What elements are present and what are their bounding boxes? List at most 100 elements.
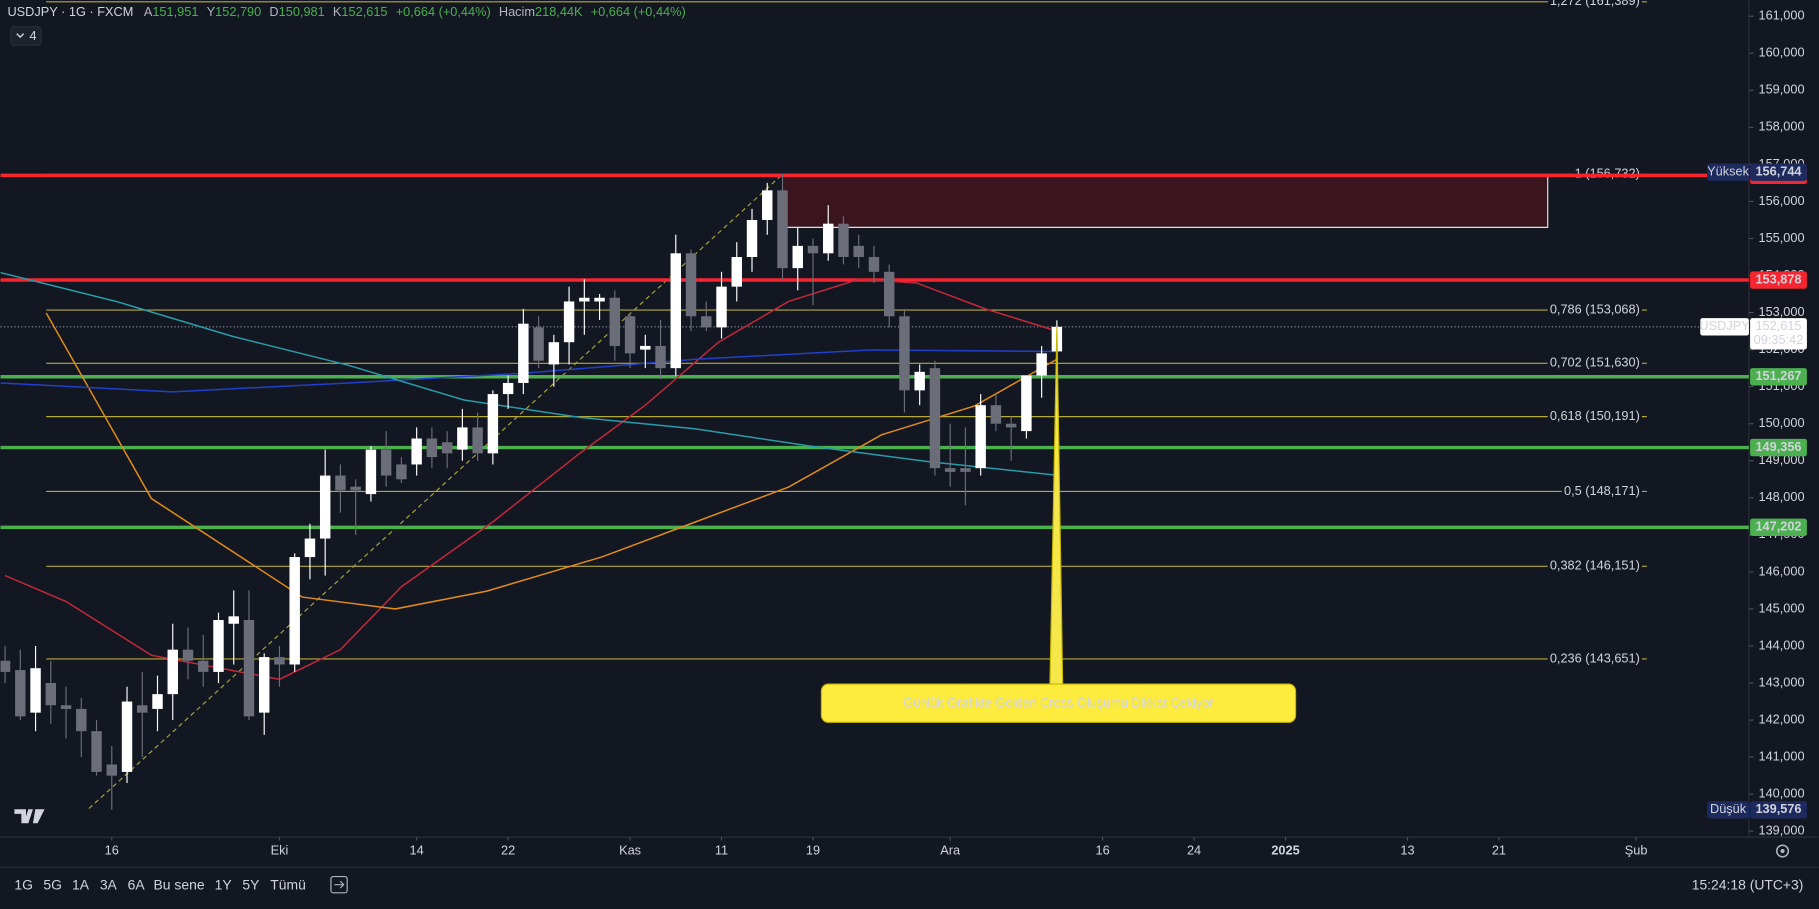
candle-body: [914, 371, 925, 391]
price-tag-label: 153,878: [1755, 271, 1801, 286]
fib-label: 0,236 (143,651): [1550, 650, 1640, 665]
price-tag-label: 139,576: [1755, 801, 1801, 816]
x-tick-label: Kas: [619, 842, 641, 857]
y-tick-label: 161,000: [1758, 8, 1804, 23]
candle-body: [426, 438, 438, 458]
label: D: [269, 4, 278, 19]
candle-body: [944, 468, 956, 472]
fib-label: 1,272 (161,389): [1550, 0, 1640, 8]
moving-average: [4, 278, 1058, 681]
candle-body: [701, 316, 712, 328]
candle-body: [548, 342, 560, 365]
x-tick-label: 21: [1492, 842, 1506, 857]
chevron: [16, 33, 25, 39]
x-tick-label: 16: [1096, 842, 1110, 857]
candle-body: [792, 245, 803, 269]
range-button[interactable]: 1G: [14, 876, 33, 892]
candle-body: [396, 464, 407, 480]
x-tick-label: 22: [501, 842, 515, 857]
price-tag: [1750, 438, 1807, 457]
candle-body: [960, 468, 971, 472]
candle-body: [45, 683, 57, 706]
x-tick-label: 16: [105, 842, 119, 857]
candle-body: [167, 649, 178, 695]
candle-body: [15, 670, 26, 717]
y-tick-label: 144,000: [1758, 637, 1804, 652]
value: 152,790: [215, 4, 261, 19]
range-button[interactable]: 1A: [72, 876, 90, 892]
gear-center: [1780, 848, 1785, 854]
moving-average: [45, 312, 1058, 610]
label: A: [144, 4, 153, 19]
candle-body: [990, 405, 1002, 424]
fib-label: 0,618 (150,191): [1550, 408, 1640, 423]
range-button[interactable]: Bu sene: [154, 876, 205, 892]
tag-name: USDJPY: [1699, 318, 1750, 333]
candle-body: [289, 557, 300, 665]
x-tick-label: 11: [715, 842, 728, 857]
callout-text: Günlük Grafikte Golden Cross Oluşumu Dik…: [903, 695, 1214, 710]
y-tick-label: 145,000: [1758, 600, 1804, 615]
y-tick-label: 153,000: [1758, 304, 1804, 319]
zone-border: [782, 174, 1549, 228]
candle-body: [258, 657, 270, 713]
icon-box[interactable]: [330, 875, 348, 894]
range-button[interactable]: 6A: [128, 876, 146, 892]
candle-body: [106, 764, 117, 776]
moving-average: [0, 271, 1057, 476]
candle-body: [30, 668, 41, 713]
fib-label: 0,5 (148,171): [1564, 483, 1640, 498]
callout-box: [820, 683, 1297, 723]
compare-icon[interactable]: [330, 875, 348, 894]
y-tick-label: 146,000: [1758, 563, 1804, 578]
range-button[interactable]: 3A: [100, 876, 118, 892]
candle-body: [929, 368, 941, 469]
fib-label: 1 (156,732): [1575, 166, 1640, 181]
candle-body: [1036, 353, 1047, 376]
y-tick-label: 150,000: [1758, 415, 1804, 430]
tag-name-box: [1700, 318, 1749, 336]
gear[interactable]: [1776, 844, 1790, 858]
tag-name: Düşük: [1710, 801, 1747, 816]
candle-body: [975, 405, 986, 469]
fib-label: 0,382 (146,151): [1550, 558, 1640, 573]
y-tick-label: 143,000: [1758, 674, 1804, 689]
x-tick-label: Ara: [940, 842, 961, 857]
label: Y: [207, 4, 216, 19]
candle-body: [198, 660, 209, 672]
x-tick-label: 24: [1187, 842, 1201, 857]
plot-area: 1,272 (161,389) 1 (156,732) 0,786 (153,068…: [0, 0, 1749, 810]
price-tag: [1750, 368, 1807, 386]
fib-label: 0,786 (153,068): [1550, 301, 1640, 316]
toggle-box[interactable]: [10, 26, 42, 46]
settings-icon[interactable]: [1776, 844, 1790, 858]
price-tag: [1750, 801, 1807, 819]
candle-body: [594, 297, 605, 302]
candle-body: [228, 616, 239, 624]
y-tick-label: 148,000: [1758, 489, 1804, 504]
price-tag: [1750, 163, 1807, 181]
price-tag: [1750, 518, 1807, 537]
y-tick-label: 141,000: [1758, 748, 1804, 763]
candle-body: [823, 223, 834, 254]
value: 218,44K: [535, 4, 583, 19]
range-button[interactable]: 1Y: [215, 876, 232, 892]
range-button[interactable]: 5G: [43, 876, 62, 892]
y-tick-label: 155,000: [1758, 230, 1804, 245]
candle-body: [152, 694, 163, 709]
range-button[interactable]: Tümü: [270, 876, 306, 892]
candle-body: [304, 538, 316, 558]
x-tick-label: 19: [806, 842, 820, 857]
countdown: 09:35:42: [1754, 332, 1804, 347]
value: +0,664 (+0,44%): [591, 4, 686, 19]
indicator-toggle[interactable]: 4: [10, 26, 42, 46]
candle-body: [365, 449, 377, 495]
x-tick-label: 2025: [1271, 842, 1299, 857]
range-button[interactable]: 5Y: [242, 876, 259, 892]
price-tag-label: 152,615: [1755, 318, 1801, 333]
candle-body: [487, 394, 499, 454]
candle-body: [137, 705, 148, 713]
value: 150,981: [279, 4, 325, 19]
candle-body: [76, 708, 87, 732]
candle-body: [868, 257, 880, 272]
